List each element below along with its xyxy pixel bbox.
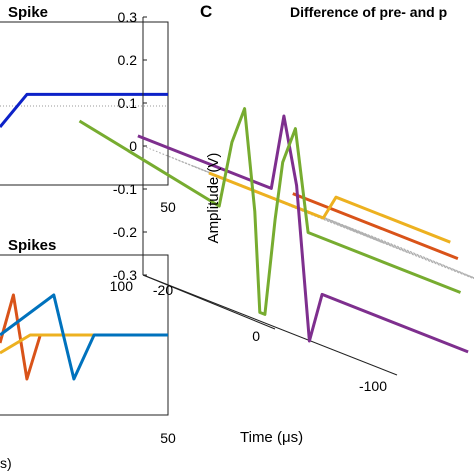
grid-line-t xyxy=(396,245,474,278)
time-tick-label: 100 xyxy=(110,278,134,294)
z-axis-label: Amplitude (V) xyxy=(205,153,222,244)
axes-box-top xyxy=(0,21,169,186)
plot-area-top xyxy=(0,92,168,128)
x-axis-line xyxy=(142,274,276,330)
z-tick-label: -0.3 xyxy=(113,267,137,283)
panel-title-spike: Spike xyxy=(8,4,48,21)
z-tick-label: 0 xyxy=(129,138,137,154)
x-tick-50-top: 50 xyxy=(160,199,176,215)
trace-series-2 xyxy=(137,114,469,354)
time-tick-label: 0 xyxy=(252,328,260,344)
x-axis-label-fragment: s) xyxy=(0,455,12,471)
trace-series-0 xyxy=(292,192,459,260)
panel-bottom-left: Spikes 50 s) xyxy=(0,237,176,471)
plot-area-3d xyxy=(78,107,469,354)
z-tick-label: 0.3 xyxy=(118,9,138,25)
x-tick-50-bottom: 50 xyxy=(160,430,176,446)
time-tick-label: -100 xyxy=(359,378,387,394)
spike-series-0 xyxy=(0,92,168,128)
time-axis-line xyxy=(142,274,398,376)
y-axis-label: Time (μs) xyxy=(240,429,303,446)
trace-series-3 xyxy=(78,107,462,316)
spikes-series-2 xyxy=(0,293,168,381)
panel-letter-c: C xyxy=(200,2,212,21)
trace-series-1 xyxy=(208,171,451,244)
panel-title-difference: Difference of pre- and p xyxy=(290,4,447,20)
z-tick-label: 0.2 xyxy=(118,52,138,68)
z-tick-label: 0.1 xyxy=(118,95,138,111)
spikes-series-1 xyxy=(0,333,168,355)
panel-right: C Difference of pre- and p 0.3 0.2 0.1 0 -0.… xyxy=(78,2,474,446)
panel-title-spikes: Spikes xyxy=(8,237,56,254)
z-tick-label: -0.1 xyxy=(113,181,137,197)
plot-area-bottom xyxy=(0,293,168,381)
grid-line-x xyxy=(291,206,474,280)
panel-top-left: Spike 50 xyxy=(0,4,176,215)
x-tick-label: -20 xyxy=(153,282,173,298)
z-tick-label: -0.2 xyxy=(113,224,137,240)
